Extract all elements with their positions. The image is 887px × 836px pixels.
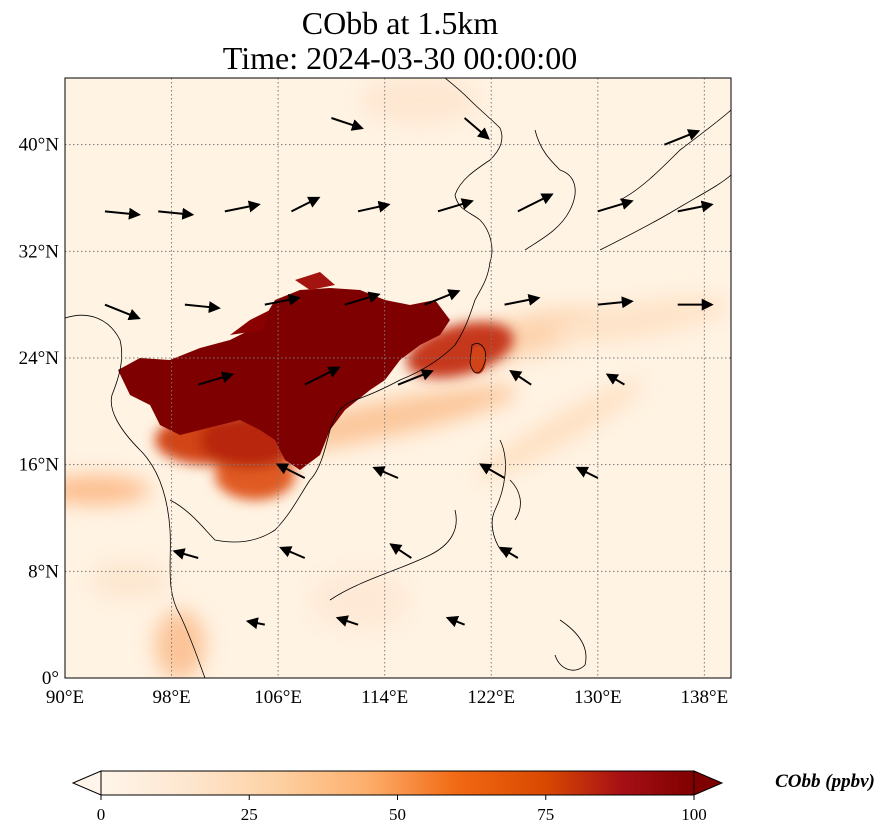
wind-arrow (517, 193, 554, 213)
colorbar: 0 25 50 75 100 CObb (ppbv) (71, 770, 875, 824)
wind-arrow (597, 198, 634, 213)
wind-arrow (304, 366, 341, 386)
wind-arrow (335, 615, 359, 627)
wind-arrow (279, 546, 306, 559)
wind-arrow (357, 200, 391, 213)
wind-arrow (264, 293, 301, 306)
map-title: CObb at 1.5km (301, 5, 499, 41)
gridlines (65, 78, 731, 678)
colorbar-ticks: 0 25 50 75 100 (97, 795, 707, 824)
lat-tick-label: 40°N (19, 135, 60, 156)
wind-arrow (184, 301, 221, 314)
map-time-title: Time: 2024-03-30 00:00:00 (222, 40, 578, 76)
wind-arrow (664, 129, 701, 146)
wind-arrow (499, 546, 519, 559)
colorbar-tick-label: 50 (389, 805, 406, 824)
wind-arrow (597, 296, 634, 309)
wind-arrow (397, 369, 434, 386)
map-data-layer (65, 78, 731, 678)
wind-arrow (389, 543, 412, 559)
wind-arrow (331, 117, 364, 131)
colorbar-tick-label: 0 (97, 805, 106, 824)
wind-vectors (104, 117, 714, 630)
lat-tick-label: 8°N (28, 561, 59, 582)
colorbar-tick-label: 100 (681, 805, 707, 824)
lon-tick-label: 90°E (46, 687, 84, 708)
wind-arrow (197, 371, 235, 386)
lat-tick-label: 0° (42, 668, 59, 689)
wind-arrow (677, 200, 714, 213)
coastlines (65, 78, 731, 678)
colorbar-tick-label: 75 (537, 805, 554, 824)
wind-arrow (504, 293, 541, 306)
colorbar-max-extend (693, 770, 724, 796)
wind-arrow (290, 196, 321, 213)
wind-arrow (245, 617, 265, 630)
lat-tick-label: 24°N (19, 348, 60, 369)
map-frame (64, 77, 732, 679)
wind-arrow (575, 466, 599, 479)
wind-arrow (445, 616, 465, 628)
wind-arrow (509, 369, 532, 386)
colorbar-title: CObb (ppbv) (775, 771, 875, 792)
wind-arrow (437, 198, 474, 213)
lon-tick-label: 122°E (467, 687, 515, 708)
wind-arrow (372, 466, 399, 479)
lon-tick-label: 98°E (152, 687, 190, 708)
wind-arrow (479, 463, 506, 479)
lon-tick-label: 106°E (254, 687, 302, 708)
colorbar-tick-label: 25 (241, 805, 258, 824)
wind-arrow (158, 207, 195, 220)
colorbar-min-extend (71, 770, 102, 796)
co-plume-core (118, 272, 450, 470)
wind-arrow (104, 303, 141, 321)
lon-tick-label: 138°E (681, 687, 729, 708)
lon-tick-label: 114°E (361, 687, 408, 708)
wind-arrow (172, 548, 199, 560)
wind-arrow (224, 200, 261, 213)
lat-tick-label: 16°N (19, 455, 60, 476)
wind-arrow (463, 117, 490, 140)
wind-arrow (605, 373, 625, 386)
colorbar-gradient (100, 770, 695, 796)
wind-arrow (424, 289, 461, 306)
wind-arrow (104, 207, 141, 220)
lat-tick-label: 32°N (19, 241, 60, 262)
wind-arrow (344, 291, 381, 306)
co-plume (155, 321, 514, 500)
wind-arrow (275, 463, 306, 479)
taiwan-hotspot (470, 346, 486, 374)
axis-tick-labels: 90°E 98°E 106°E 114°E 122°E 130°E 138°E 0° 8°N 16… (19, 135, 729, 708)
lon-tick-label: 130°E (574, 687, 622, 708)
